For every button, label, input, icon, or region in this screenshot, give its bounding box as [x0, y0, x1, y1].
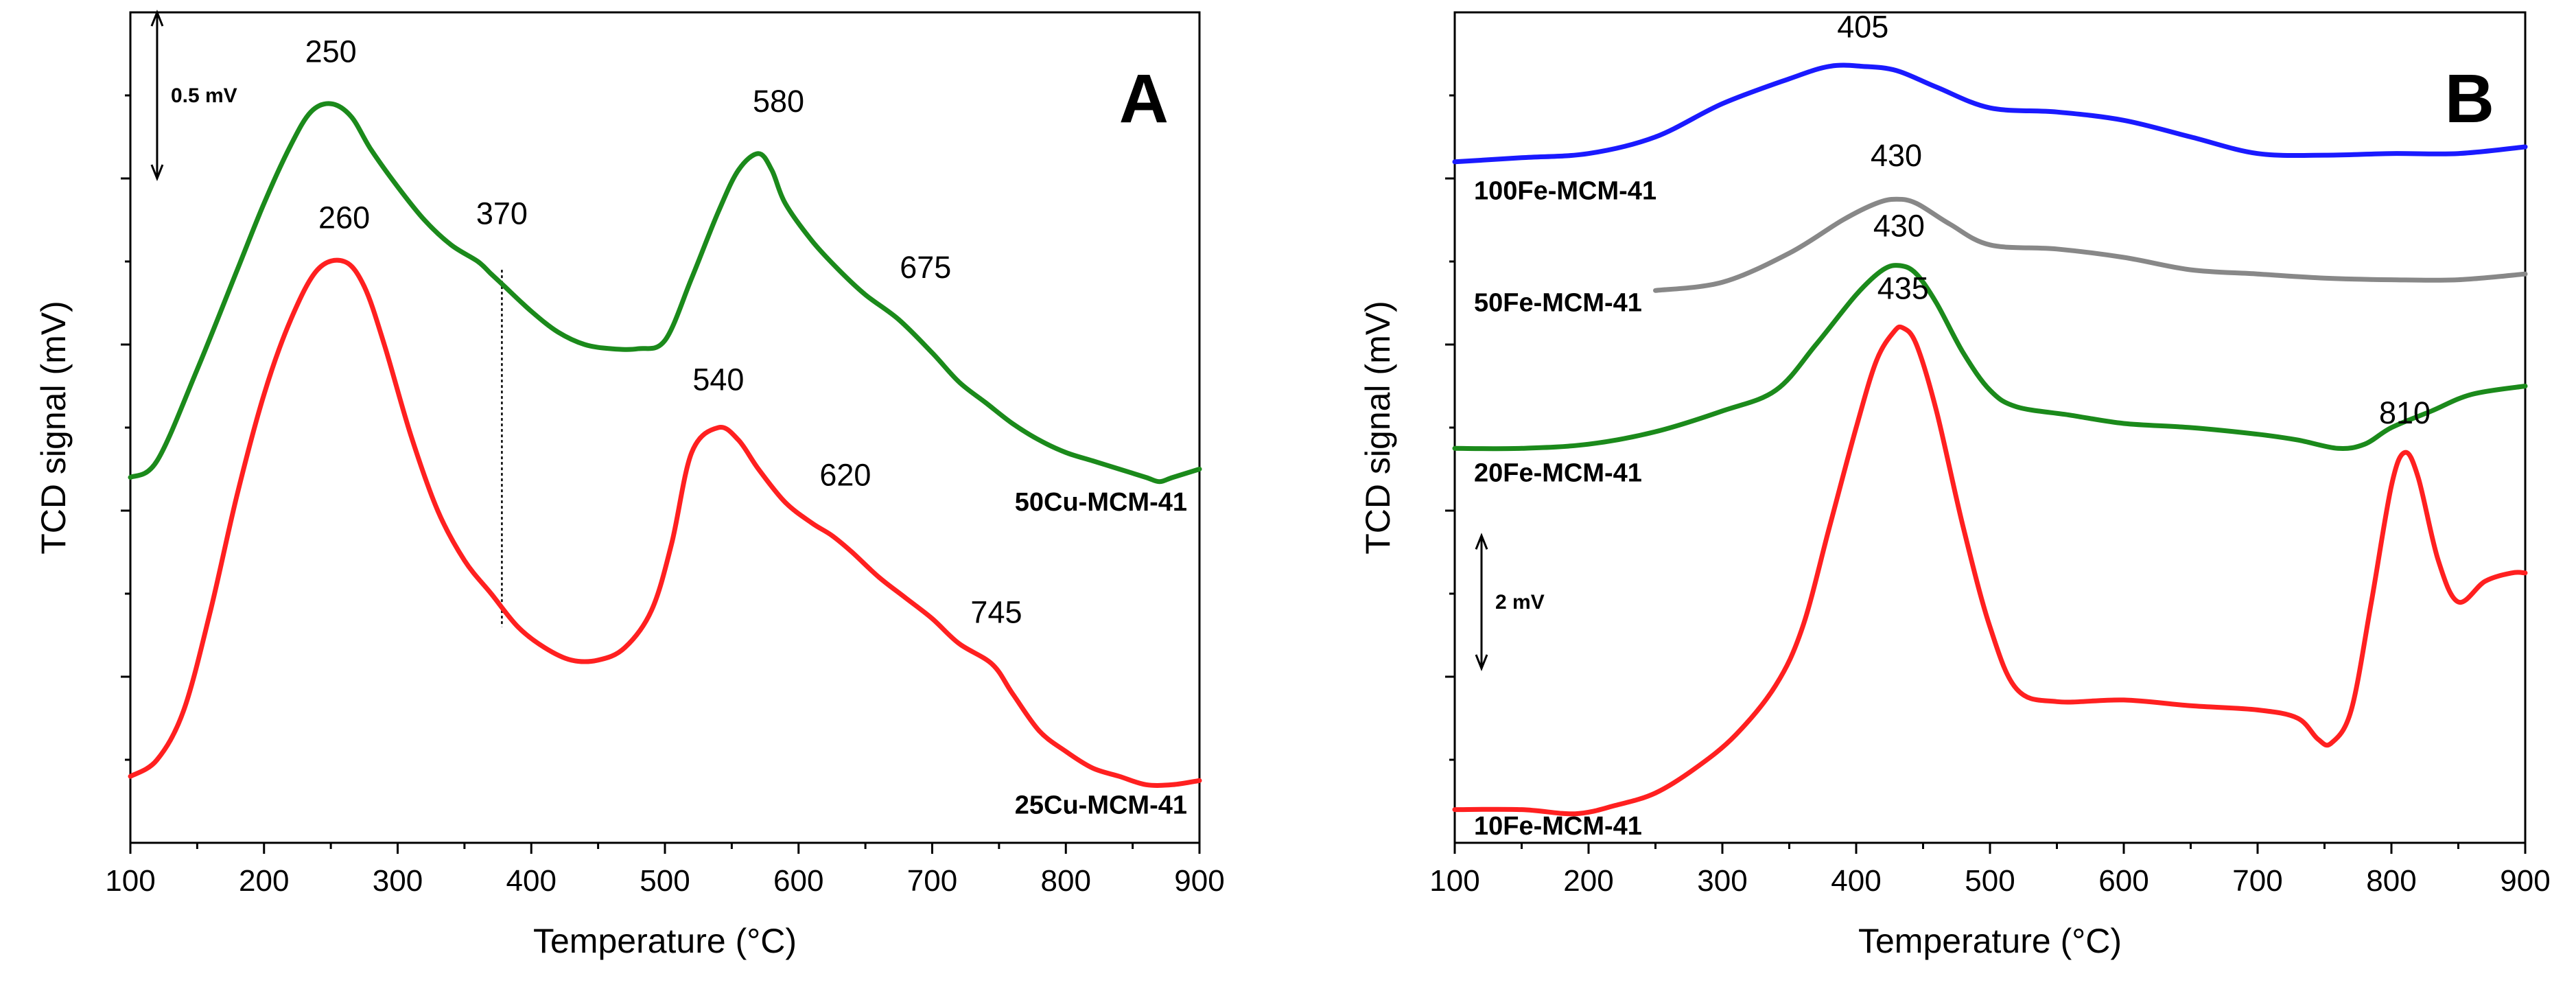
x-axis-label: Temperature (°C): [533, 922, 797, 960]
peak-label: 745: [970, 594, 1022, 629]
x-tick-label: 800: [1041, 864, 1091, 898]
panel-letter: A: [1119, 60, 1169, 137]
series-line-25cu-mcm-41: [128, 257, 1202, 788]
x-tick-label: 700: [907, 864, 957, 898]
x-tick-label: 600: [2098, 864, 2148, 898]
y-axis-label: TCD signal (mV): [1359, 301, 1397, 554]
scale-bar-label: 0.5 mV: [171, 84, 237, 107]
series-label: 50Fe-MCM-41: [1474, 289, 1642, 318]
plot-frame: [1453, 11, 2527, 844]
x-tick-label: 100: [1429, 864, 1479, 898]
series-label: 50Cu-MCM-41: [1015, 488, 1187, 517]
scale-bar-arrow-up: [1475, 533, 1488, 550]
series-label: 25Cu-MCM-41: [1015, 791, 1187, 820]
series-line-20fe-mcm-41: [1452, 263, 2528, 452]
peak-label: 405: [1837, 9, 1888, 44]
x-tick-label: 800: [2366, 864, 2416, 898]
x-tick-label: 200: [1563, 864, 1613, 898]
x-tick-label: 100: [105, 864, 155, 898]
peak-label: 620: [819, 458, 871, 493]
scale-bar-arrow-up: [150, 9, 164, 27]
scale-bar-arrow-down: [150, 164, 164, 182]
x-tick-label: 300: [373, 864, 423, 898]
peak-label: 260: [318, 200, 370, 235]
panel-letter: B: [2445, 60, 2494, 137]
peak-label: 580: [753, 84, 804, 119]
series-label: 10Fe-MCM-41: [1474, 812, 1642, 841]
series-line-10fe-mcm-41: [1452, 324, 2528, 817]
x-tick-label: 400: [1831, 864, 1881, 898]
x-tick-label: 700: [2232, 864, 2282, 898]
peak-label: 540: [692, 362, 744, 397]
series-line-50fe-mcm-41: [1653, 196, 2528, 293]
x-tick-label: 200: [239, 864, 289, 898]
series-line-100fe-mcm-41: [1452, 62, 2528, 165]
x-tick-label: 500: [1965, 864, 2015, 898]
x-tick-label: 900: [1174, 864, 1224, 898]
y-axis-label: TCD signal (mV): [34, 301, 73, 554]
x-axis-label: Temperature (°C): [1858, 922, 2122, 960]
x-tick-label: 300: [1697, 864, 1747, 898]
peak-label: 675: [900, 250, 951, 285]
x-tick-label: 400: [506, 864, 557, 898]
panel-a-chart: 100 200 300 400 500 600 700 800 900 Temperature (…: [34, 9, 1225, 960]
peak-label: 430: [1873, 209, 1925, 244]
x-tick-label: 600: [773, 864, 823, 898]
plot-frame: [129, 11, 1201, 844]
peak-label: 810: [2379, 395, 2431, 430]
series-label: 100Fe-MCM-41: [1474, 176, 1656, 205]
peak-label: 370: [476, 196, 528, 231]
series-label: 20Fe-MCM-41: [1474, 459, 1642, 488]
series-line-50cu-mcm-41: [128, 101, 1202, 485]
peak-label: 435: [1877, 270, 1929, 305]
x-tick-label: 500: [640, 864, 690, 898]
scale-bar-label: 2 mV: [1495, 591, 1545, 614]
peak-label: 430: [1871, 138, 1922, 173]
peak-label: 250: [305, 34, 357, 69]
panel-b-chart: 100 200 300 400 500 600 700 800 900 Temperature (…: [1359, 9, 2551, 960]
scale-bar-arrow-down: [1475, 654, 1488, 671]
x-tick-label: 900: [2500, 864, 2550, 898]
